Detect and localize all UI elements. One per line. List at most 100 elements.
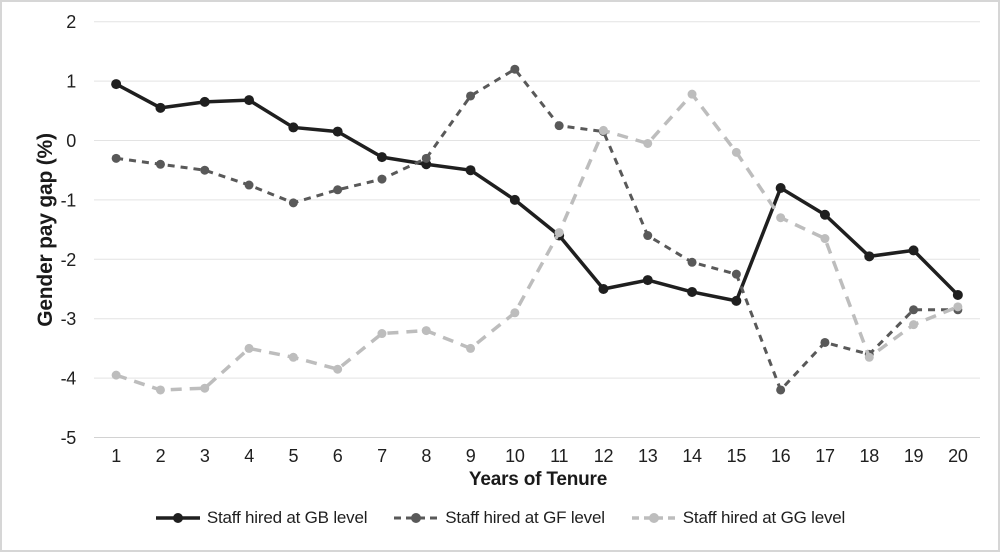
data-point-gf — [111, 153, 121, 163]
data-point-gg — [421, 326, 431, 336]
x-axis-title: Years of Tenure — [468, 469, 608, 490]
y-tick-label: 0 — [66, 131, 76, 151]
data-point-gg — [155, 385, 165, 395]
data-point-gf — [820, 337, 830, 347]
y-tick-label: -1 — [61, 190, 77, 210]
x-tick-label: 7 — [377, 446, 387, 466]
data-point-gf — [687, 257, 697, 267]
legend-label-gf: Staff hired at GF level — [445, 508, 605, 527]
data-point-gg — [820, 234, 830, 244]
legend: Staff hired at GB level Staff hired at G… — [2, 508, 998, 528]
x-tick-label: 17 — [815, 446, 835, 466]
data-point-gb — [244, 95, 255, 106]
x-tick-label: 1 — [111, 446, 121, 466]
data-point-gg — [377, 329, 387, 339]
data-point-gf — [909, 305, 919, 315]
data-point-gf — [288, 198, 298, 208]
data-point-gb — [775, 183, 786, 194]
data-point-gg — [466, 343, 476, 353]
data-point-gb — [952, 289, 963, 300]
x-tick-label: 8 — [421, 446, 431, 466]
x-tick-label: 19 — [904, 446, 924, 466]
data-point-gg — [244, 343, 254, 353]
data-point-gf — [776, 385, 786, 395]
y-axis-title: Gender pay gap (%) — [34, 133, 57, 327]
legend-item-gb: Staff hired at GB level — [155, 508, 367, 528]
x-tick-label: 16 — [771, 446, 791, 466]
data-point-gg — [510, 308, 520, 318]
data-point-gb — [465, 165, 476, 176]
data-point-gb — [819, 209, 830, 220]
data-point-gg — [864, 352, 874, 362]
data-point-gg — [909, 320, 919, 330]
data-point-gf — [510, 64, 520, 74]
x-tick-label: 4 — [244, 446, 254, 466]
x-tick-label: 18 — [860, 446, 880, 466]
data-point-gf — [377, 174, 387, 184]
data-point-gf — [554, 121, 564, 131]
data-point-gg — [776, 213, 786, 223]
legend-item-gf: Staff hired at GF level — [393, 508, 605, 528]
data-point-gb — [155, 102, 166, 113]
data-point-gg — [643, 138, 653, 148]
data-point-gg — [598, 125, 608, 135]
data-point-gf — [244, 180, 254, 190]
y-tick-label: -3 — [61, 309, 77, 329]
x-tick-label: 3 — [200, 446, 210, 466]
y-tick-label: 1 — [66, 72, 76, 92]
data-point-gb — [731, 295, 742, 306]
data-point-gg — [554, 228, 564, 238]
x-tick-label: 5 — [288, 446, 298, 466]
data-point-gb — [376, 152, 387, 163]
legend-swatch-gb-line-icon — [155, 511, 201, 525]
series-line-gb — [115, 82, 960, 303]
x-tick-label: 20 — [948, 446, 968, 466]
data-point-gf — [466, 91, 476, 101]
legend-item-gg: Staff hired at GG level — [631, 508, 845, 528]
data-point-gb — [111, 79, 122, 90]
data-point-gb — [509, 194, 520, 205]
y-tick-label: -5 — [61, 428, 77, 448]
x-tick-label: 6 — [333, 446, 343, 466]
data-point-gb — [332, 126, 343, 137]
x-tick-label: 10 — [505, 446, 525, 466]
data-point-gf — [643, 231, 653, 241]
legend-label-gb: Staff hired at GB level — [206, 508, 368, 527]
data-point-gf — [731, 269, 741, 279]
data-point-gb — [598, 284, 609, 294]
data-point-gf — [333, 185, 343, 195]
x-tick-label: 11 — [550, 446, 568, 466]
legend-label-gg: Staff hired at GG level — [682, 508, 846, 527]
legend-swatch-gg-line-icon — [631, 511, 677, 525]
data-point-gg — [731, 147, 741, 157]
x-tick-label: 2 — [156, 446, 166, 466]
y-tick-label: -4 — [61, 369, 77, 389]
data-point-gg — [111, 370, 121, 380]
data-point-gf — [155, 159, 165, 169]
data-point-gf — [421, 153, 431, 163]
data-point-gb — [864, 251, 875, 262]
data-point-gb — [687, 286, 698, 297]
series-line-gg — [115, 92, 959, 392]
data-point-gb — [908, 245, 919, 256]
data-point-gg — [200, 383, 210, 393]
data-point-gg — [687, 89, 697, 99]
data-point-gg — [953, 302, 963, 312]
data-point-gb — [199, 96, 210, 107]
data-point-gg — [333, 364, 343, 374]
series-line-gf — [115, 67, 958, 392]
data-point-gb — [288, 122, 299, 133]
data-point-gb — [642, 275, 653, 286]
legend-swatch-gf-line-icon — [393, 511, 439, 525]
x-tick-label: 13 — [638, 446, 658, 466]
x-tick-label: 14 — [682, 446, 702, 466]
x-tick-label: 9 — [466, 446, 476, 466]
y-tick-label: 2 — [66, 12, 76, 32]
data-point-gg — [288, 352, 298, 362]
data-point-gf — [200, 165, 210, 175]
x-tick-label: 15 — [727, 446, 747, 466]
y-tick-label: -2 — [61, 250, 77, 270]
x-tick-label: 12 — [594, 446, 614, 466]
